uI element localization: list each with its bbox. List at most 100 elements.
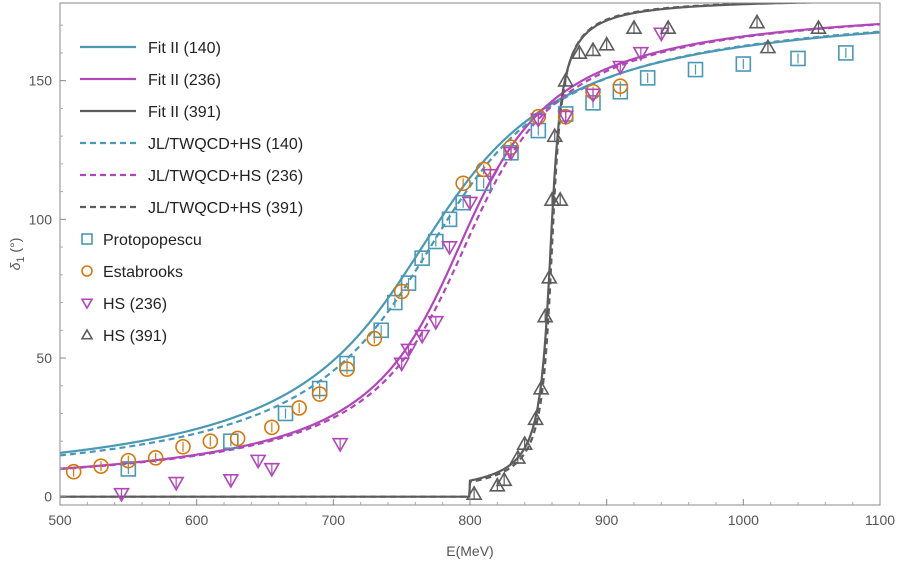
data-point <box>393 283 410 300</box>
data-point <box>339 361 355 377</box>
data-point <box>509 449 527 464</box>
x-tick-label: 700 <box>322 512 346 528</box>
data-point <box>229 430 246 447</box>
data-point <box>543 191 561 206</box>
x-tick-label: 1000 <box>728 512 759 528</box>
data-point <box>461 196 479 212</box>
data-point <box>291 400 307 416</box>
data-point <box>441 241 458 256</box>
data-point <box>735 56 752 72</box>
ticks-layer: 500 600 700 800 900 1000 1100 0 50 100 150 <box>29 24 895 528</box>
legend-label: JL/TWQCD+HS (236) <box>148 168 303 185</box>
data-point <box>625 19 643 35</box>
x-tick-label: 600 <box>185 512 209 528</box>
legend-label: Fit II (140) <box>148 40 221 57</box>
y-tick-label: 150 <box>29 73 53 89</box>
data-point <box>516 435 534 451</box>
data-point <box>175 438 191 455</box>
legend-label: Protopopescu <box>103 232 202 249</box>
data-point <box>249 454 267 470</box>
data-point <box>331 437 349 453</box>
data-point <box>441 211 458 228</box>
data-point <box>482 168 499 184</box>
y-axis-title-unit: (°) <box>7 238 23 257</box>
x-tick-label: 800 <box>458 512 482 528</box>
data-point <box>652 27 670 43</box>
data-point <box>202 433 219 450</box>
data-point <box>532 379 550 395</box>
data-point <box>810 19 827 35</box>
data-point <box>598 35 616 51</box>
x-tick-label: 1100 <box>865 512 895 528</box>
y-tick-label: 0 <box>44 489 52 505</box>
data-point <box>113 487 130 503</box>
legend-marker <box>80 328 94 340</box>
y-axis-title-subscript: 1 <box>15 256 27 262</box>
y-tick-label: 100 <box>29 211 53 227</box>
data-point <box>687 61 704 78</box>
legend-label: JL/TWQCD+HS (140) <box>148 136 303 153</box>
curve-4 <box>60 23 880 471</box>
data-point <box>639 70 656 86</box>
y-axis-title-symbol: δ <box>7 262 23 270</box>
data-point <box>557 110 575 126</box>
data-point <box>277 405 294 422</box>
legend-marker <box>81 265 93 277</box>
data-point <box>632 46 650 62</box>
data-point <box>400 343 417 359</box>
legend-label: Fit II (236) <box>148 72 221 89</box>
y-tick-label: 50 <box>36 350 52 366</box>
data-point <box>465 485 483 500</box>
data-point <box>393 357 411 373</box>
data-point <box>222 473 240 489</box>
data-point <box>557 72 575 87</box>
data-point <box>612 78 629 95</box>
data-point <box>413 329 431 345</box>
data-point <box>495 471 513 487</box>
data-point <box>659 19 677 35</box>
points-layer <box>65 13 854 503</box>
data-point <box>570 44 588 59</box>
data-point <box>502 146 520 162</box>
data-point <box>147 450 164 466</box>
data-point <box>536 307 554 323</box>
data-point <box>748 13 766 29</box>
legend-marker <box>81 233 93 245</box>
curve-5 <box>60 3 829 498</box>
data-point <box>93 458 109 474</box>
data-point <box>540 268 558 284</box>
data-point <box>311 386 328 402</box>
data-point <box>529 113 547 129</box>
data-point <box>167 476 185 492</box>
data-point <box>427 315 445 331</box>
legend-label: Fit II (391) <box>148 104 221 121</box>
data-point <box>120 452 137 469</box>
y-axis-title: δ1 (°) <box>7 238 27 271</box>
data-point <box>414 250 430 266</box>
data-point <box>264 419 280 436</box>
data-point <box>527 410 544 426</box>
data-point <box>838 45 854 61</box>
data-point <box>759 38 777 54</box>
data-point <box>790 50 806 67</box>
curve-0 <box>60 31 880 454</box>
data-point <box>366 330 383 347</box>
legend-label: Estabrooks <box>103 264 183 281</box>
data-point <box>546 127 564 143</box>
data-point <box>584 41 602 57</box>
data-point <box>611 60 629 76</box>
legend: Fit II (140) Fit II (236) Fit II (391) JL/T… <box>80 40 303 345</box>
data-point <box>455 175 471 192</box>
data-point <box>263 462 281 478</box>
legend-label: HS (391) <box>103 328 167 345</box>
data-point <box>387 294 403 311</box>
data-point <box>65 463 82 480</box>
x-axis-title: E(MeV) <box>446 543 493 559</box>
x-tick-label: 900 <box>595 512 619 528</box>
legend-label: JL/TWQCD+HS (391) <box>148 200 303 217</box>
legend-marker <box>80 298 94 310</box>
data-point <box>584 88 602 104</box>
data-point <box>551 191 569 206</box>
legend-label: HS (236) <box>103 296 167 313</box>
